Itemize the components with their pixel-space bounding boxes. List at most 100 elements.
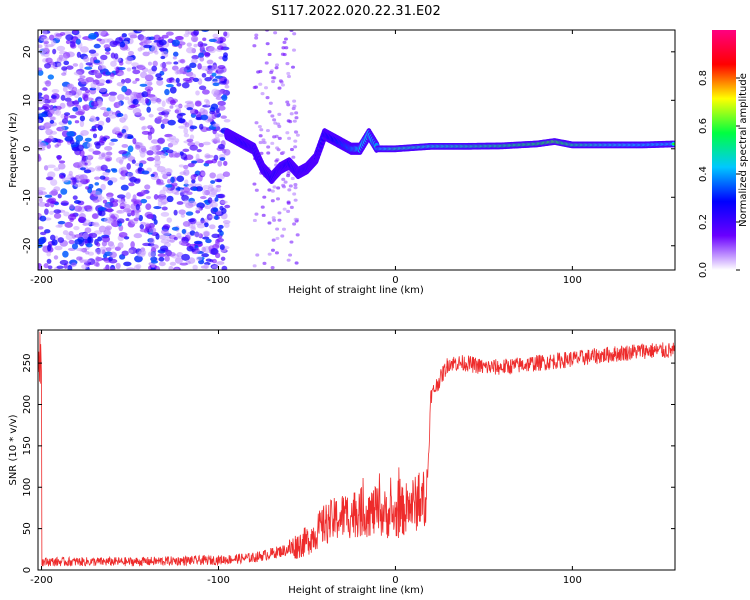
spectrogram-cell	[140, 189, 147, 195]
spectrogram-cell	[106, 195, 113, 200]
spectrogram-cell	[111, 169, 118, 173]
spectrogram-cell	[57, 163, 66, 170]
spectrogram-cell	[135, 77, 140, 82]
spectrogram-cell	[214, 214, 219, 221]
spectrogram-cell	[126, 267, 136, 270]
spectrogram-cell	[144, 184, 151, 190]
spectrogram-cell	[79, 86, 88, 91]
spectrogram-cell	[61, 177, 70, 183]
spectrogram-cell	[72, 30, 78, 34]
spectrogram-cell	[151, 65, 158, 72]
spectrogram-cell	[67, 214, 77, 221]
spectrogram-cell	[183, 169, 190, 176]
spectrogram-cell	[38, 154, 41, 162]
spectrogram-cell	[105, 71, 112, 76]
spectrogram-cell	[120, 169, 129, 177]
spectrogram-cell	[57, 139, 64, 144]
spectrogram-cell	[101, 235, 111, 243]
spectrogram-cell	[274, 66, 279, 70]
spectrogram-cell	[110, 52, 116, 59]
spectrogram-cell	[154, 265, 161, 270]
spectrogram-cell	[294, 261, 299, 265]
spectrogram-cell	[168, 265, 174, 270]
spectrogram-cell	[194, 109, 199, 114]
spectrogram-cell	[181, 82, 190, 89]
spectrogram-cell	[133, 233, 143, 239]
spectrogram-cell	[159, 245, 169, 252]
spectrogram-cell	[89, 117, 98, 123]
spectrogram-cell	[204, 76, 212, 82]
spectrogram-cell	[286, 71, 291, 76]
spectrogram-cell	[53, 212, 62, 219]
spectrogram-cell	[217, 67, 224, 75]
spectrogram-cell	[193, 232, 202, 238]
spectrogram-cell	[170, 151, 179, 158]
spectrogram-cell	[277, 112, 282, 116]
spectrogram-cell	[215, 108, 220, 113]
spectrogram-cell	[96, 86, 101, 91]
spectrogram-cell	[123, 261, 132, 267]
spectrogram-cell	[186, 42, 192, 47]
spectrogram-cell	[285, 62, 290, 66]
spectrogram-cell	[289, 205, 294, 210]
spectrogram-cell	[217, 228, 223, 233]
spectrogram-cell	[85, 242, 93, 248]
spectrogram-cell	[47, 265, 53, 270]
spectrogram-cell	[219, 157, 226, 161]
spectrogram-cell	[92, 150, 101, 155]
spectrogram-cell	[64, 221, 73, 228]
spectrogram-cell	[174, 267, 180, 270]
colorbar-label: Normalized spectral amplitude	[738, 73, 749, 227]
spectrogram-cell	[148, 227, 157, 234]
spectrogram-cell	[76, 144, 84, 152]
spectrogram-cell	[170, 176, 175, 183]
spectrogram-cell	[209, 259, 214, 263]
spectrogram-cell	[140, 198, 148, 204]
spectrogram-cell	[72, 106, 79, 112]
spectrogram-cell	[71, 243, 79, 250]
spectrogram-cell	[207, 65, 213, 69]
y-tick-label: 0	[22, 567, 33, 573]
spectrogram-cell	[259, 128, 264, 132]
spectrogram-cell	[671, 142, 675, 145]
spectrogram-cell	[293, 217, 298, 221]
spectrogram-cell	[106, 207, 113, 213]
spectrogram-cell	[88, 33, 97, 40]
spectrogram-cell	[217, 143, 225, 150]
spectrogram-cell	[161, 100, 166, 108]
spectrogram-cell	[159, 234, 167, 240]
spectrogram-cell	[141, 125, 148, 130]
spectrogram-cell	[75, 38, 81, 45]
spectrogram-cell	[195, 209, 201, 214]
spectrogram-cell	[96, 242, 101, 247]
spectrogram-cell	[101, 240, 108, 247]
spectrogram-cell	[192, 187, 198, 191]
spectrogram-cell	[131, 91, 139, 96]
spectrogram-cell	[202, 141, 211, 146]
spectrogram-cell	[78, 216, 86, 223]
y-tick-label: -20	[22, 238, 33, 254]
spectrogram-cell	[178, 209, 186, 215]
x-tick-label: -200	[30, 575, 53, 586]
spectrogram-cell	[128, 104, 138, 109]
spectrogram-cell	[216, 261, 225, 265]
spectrogram-cell	[66, 100, 73, 108]
spectrogram-x-ticks: -200 -100 0 100	[30, 30, 582, 286]
spectrogram-cell	[132, 80, 138, 84]
spectrogram-cell	[264, 86, 269, 90]
spectrogram-cell	[150, 139, 159, 144]
spectrogram-cell	[61, 72, 67, 76]
spectrogram-cell	[271, 216, 276, 220]
spectrogram-cell	[108, 258, 118, 264]
spectrogram-cell	[161, 67, 168, 72]
spectrogram-cell	[39, 231, 47, 236]
spectrogram-cell	[290, 65, 295, 69]
spectrogram-cell	[116, 209, 123, 214]
spectrogram-cell	[139, 224, 145, 230]
spectrogram-cell	[212, 123, 220, 128]
spectrogram-cell	[127, 135, 134, 140]
spectrogram-cell	[82, 259, 92, 263]
spectrogram-cell	[98, 210, 106, 217]
spectrogram-cell	[127, 172, 134, 177]
spectrogram-cell	[159, 189, 166, 197]
